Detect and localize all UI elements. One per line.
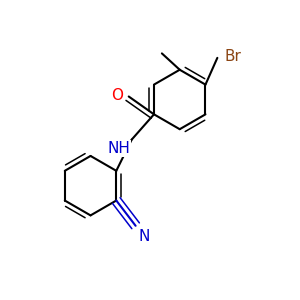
Text: N: N (139, 230, 150, 244)
Text: NH: NH (107, 141, 130, 156)
Text: Br: Br (225, 49, 242, 64)
Text: O: O (111, 88, 123, 104)
